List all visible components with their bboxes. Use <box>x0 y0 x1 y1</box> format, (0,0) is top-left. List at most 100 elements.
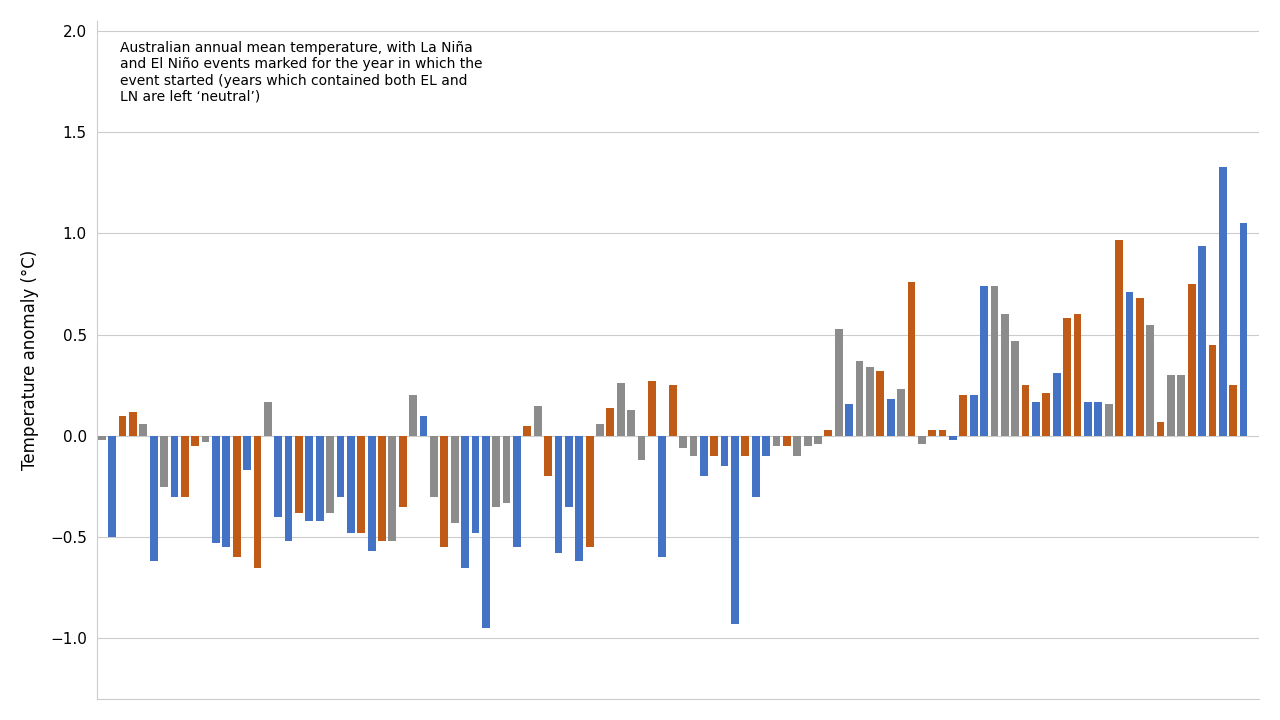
Bar <box>410 395 417 436</box>
Bar <box>783 436 791 446</box>
Bar <box>1094 402 1102 436</box>
Bar <box>721 436 728 467</box>
Bar <box>680 436 687 448</box>
Bar <box>296 436 303 513</box>
Bar <box>420 415 428 436</box>
Bar <box>212 436 220 544</box>
Bar <box>119 415 127 436</box>
Bar <box>316 436 324 521</box>
Bar <box>804 436 812 446</box>
Bar <box>378 436 385 541</box>
Bar <box>534 405 541 436</box>
Bar <box>554 436 562 554</box>
Bar <box>430 436 438 497</box>
Bar <box>1105 403 1112 436</box>
Bar <box>617 383 625 436</box>
Bar <box>855 361 864 436</box>
Bar <box>493 436 500 507</box>
Bar <box>1125 292 1133 436</box>
Bar <box>202 436 210 442</box>
Bar <box>658 436 666 557</box>
Bar <box>357 436 365 533</box>
Bar <box>337 436 344 497</box>
Bar <box>897 390 905 436</box>
Bar <box>461 436 468 567</box>
Bar <box>1208 345 1216 436</box>
Bar <box>97 436 106 440</box>
Bar <box>1011 341 1019 436</box>
Bar <box>284 436 292 541</box>
Bar <box>160 436 168 487</box>
Bar <box>1053 373 1061 436</box>
Bar <box>824 430 832 436</box>
Bar <box>274 436 282 517</box>
Bar <box>1240 223 1248 436</box>
Bar <box>586 436 594 547</box>
Bar <box>503 436 511 503</box>
Bar <box>700 436 708 477</box>
Bar <box>471 436 479 533</box>
Bar <box>367 436 375 552</box>
Bar <box>948 436 957 440</box>
Bar <box>109 436 116 537</box>
Bar <box>524 426 531 436</box>
Bar <box>710 436 718 456</box>
Bar <box>575 436 584 562</box>
Bar <box>129 412 137 436</box>
Bar <box>596 424 604 436</box>
Bar <box>233 436 241 557</box>
Bar <box>751 436 759 497</box>
Bar <box>544 436 552 477</box>
Bar <box>1064 318 1071 436</box>
Bar <box>1084 402 1092 436</box>
Bar <box>253 436 261 567</box>
Bar <box>1042 393 1051 436</box>
Bar <box>564 436 572 507</box>
Bar <box>223 436 230 547</box>
Bar <box>1001 315 1009 436</box>
Bar <box>762 436 771 456</box>
Bar <box>960 395 968 436</box>
Bar <box>1188 284 1196 436</box>
Bar <box>918 436 925 444</box>
Bar <box>668 385 677 436</box>
Bar <box>180 436 188 497</box>
Bar <box>243 436 251 470</box>
Bar <box>483 436 490 629</box>
Bar <box>845 403 852 436</box>
Bar <box>970 395 978 436</box>
Bar <box>887 400 895 436</box>
Bar <box>1135 298 1144 436</box>
Bar <box>637 436 645 460</box>
Bar <box>908 282 915 436</box>
Bar <box>741 436 749 456</box>
Text: Australian annual mean temperature, with La Niña
and El Niño events marked for t: Australian annual mean temperature, with… <box>120 41 483 104</box>
Bar <box>731 436 739 624</box>
Bar <box>814 436 822 444</box>
Bar <box>1157 422 1165 436</box>
Bar <box>980 286 988 436</box>
Bar <box>150 436 157 562</box>
Bar <box>938 430 946 436</box>
Bar <box>1229 385 1236 436</box>
Bar <box>1198 246 1206 436</box>
Bar <box>867 367 874 436</box>
Bar <box>326 436 334 513</box>
Bar <box>399 436 407 507</box>
Bar <box>607 408 614 436</box>
Bar <box>1147 325 1155 436</box>
Bar <box>1178 375 1185 436</box>
Bar <box>306 436 314 521</box>
Bar <box>991 286 998 436</box>
Bar <box>794 436 801 456</box>
Bar <box>264 402 271 436</box>
Bar <box>627 410 635 436</box>
Bar <box>389 436 397 541</box>
Bar <box>140 424 147 436</box>
Bar <box>170 436 178 497</box>
Bar <box>1032 402 1039 436</box>
Bar <box>773 436 781 446</box>
Bar <box>1115 240 1123 436</box>
Bar <box>877 371 884 436</box>
Bar <box>690 436 698 456</box>
